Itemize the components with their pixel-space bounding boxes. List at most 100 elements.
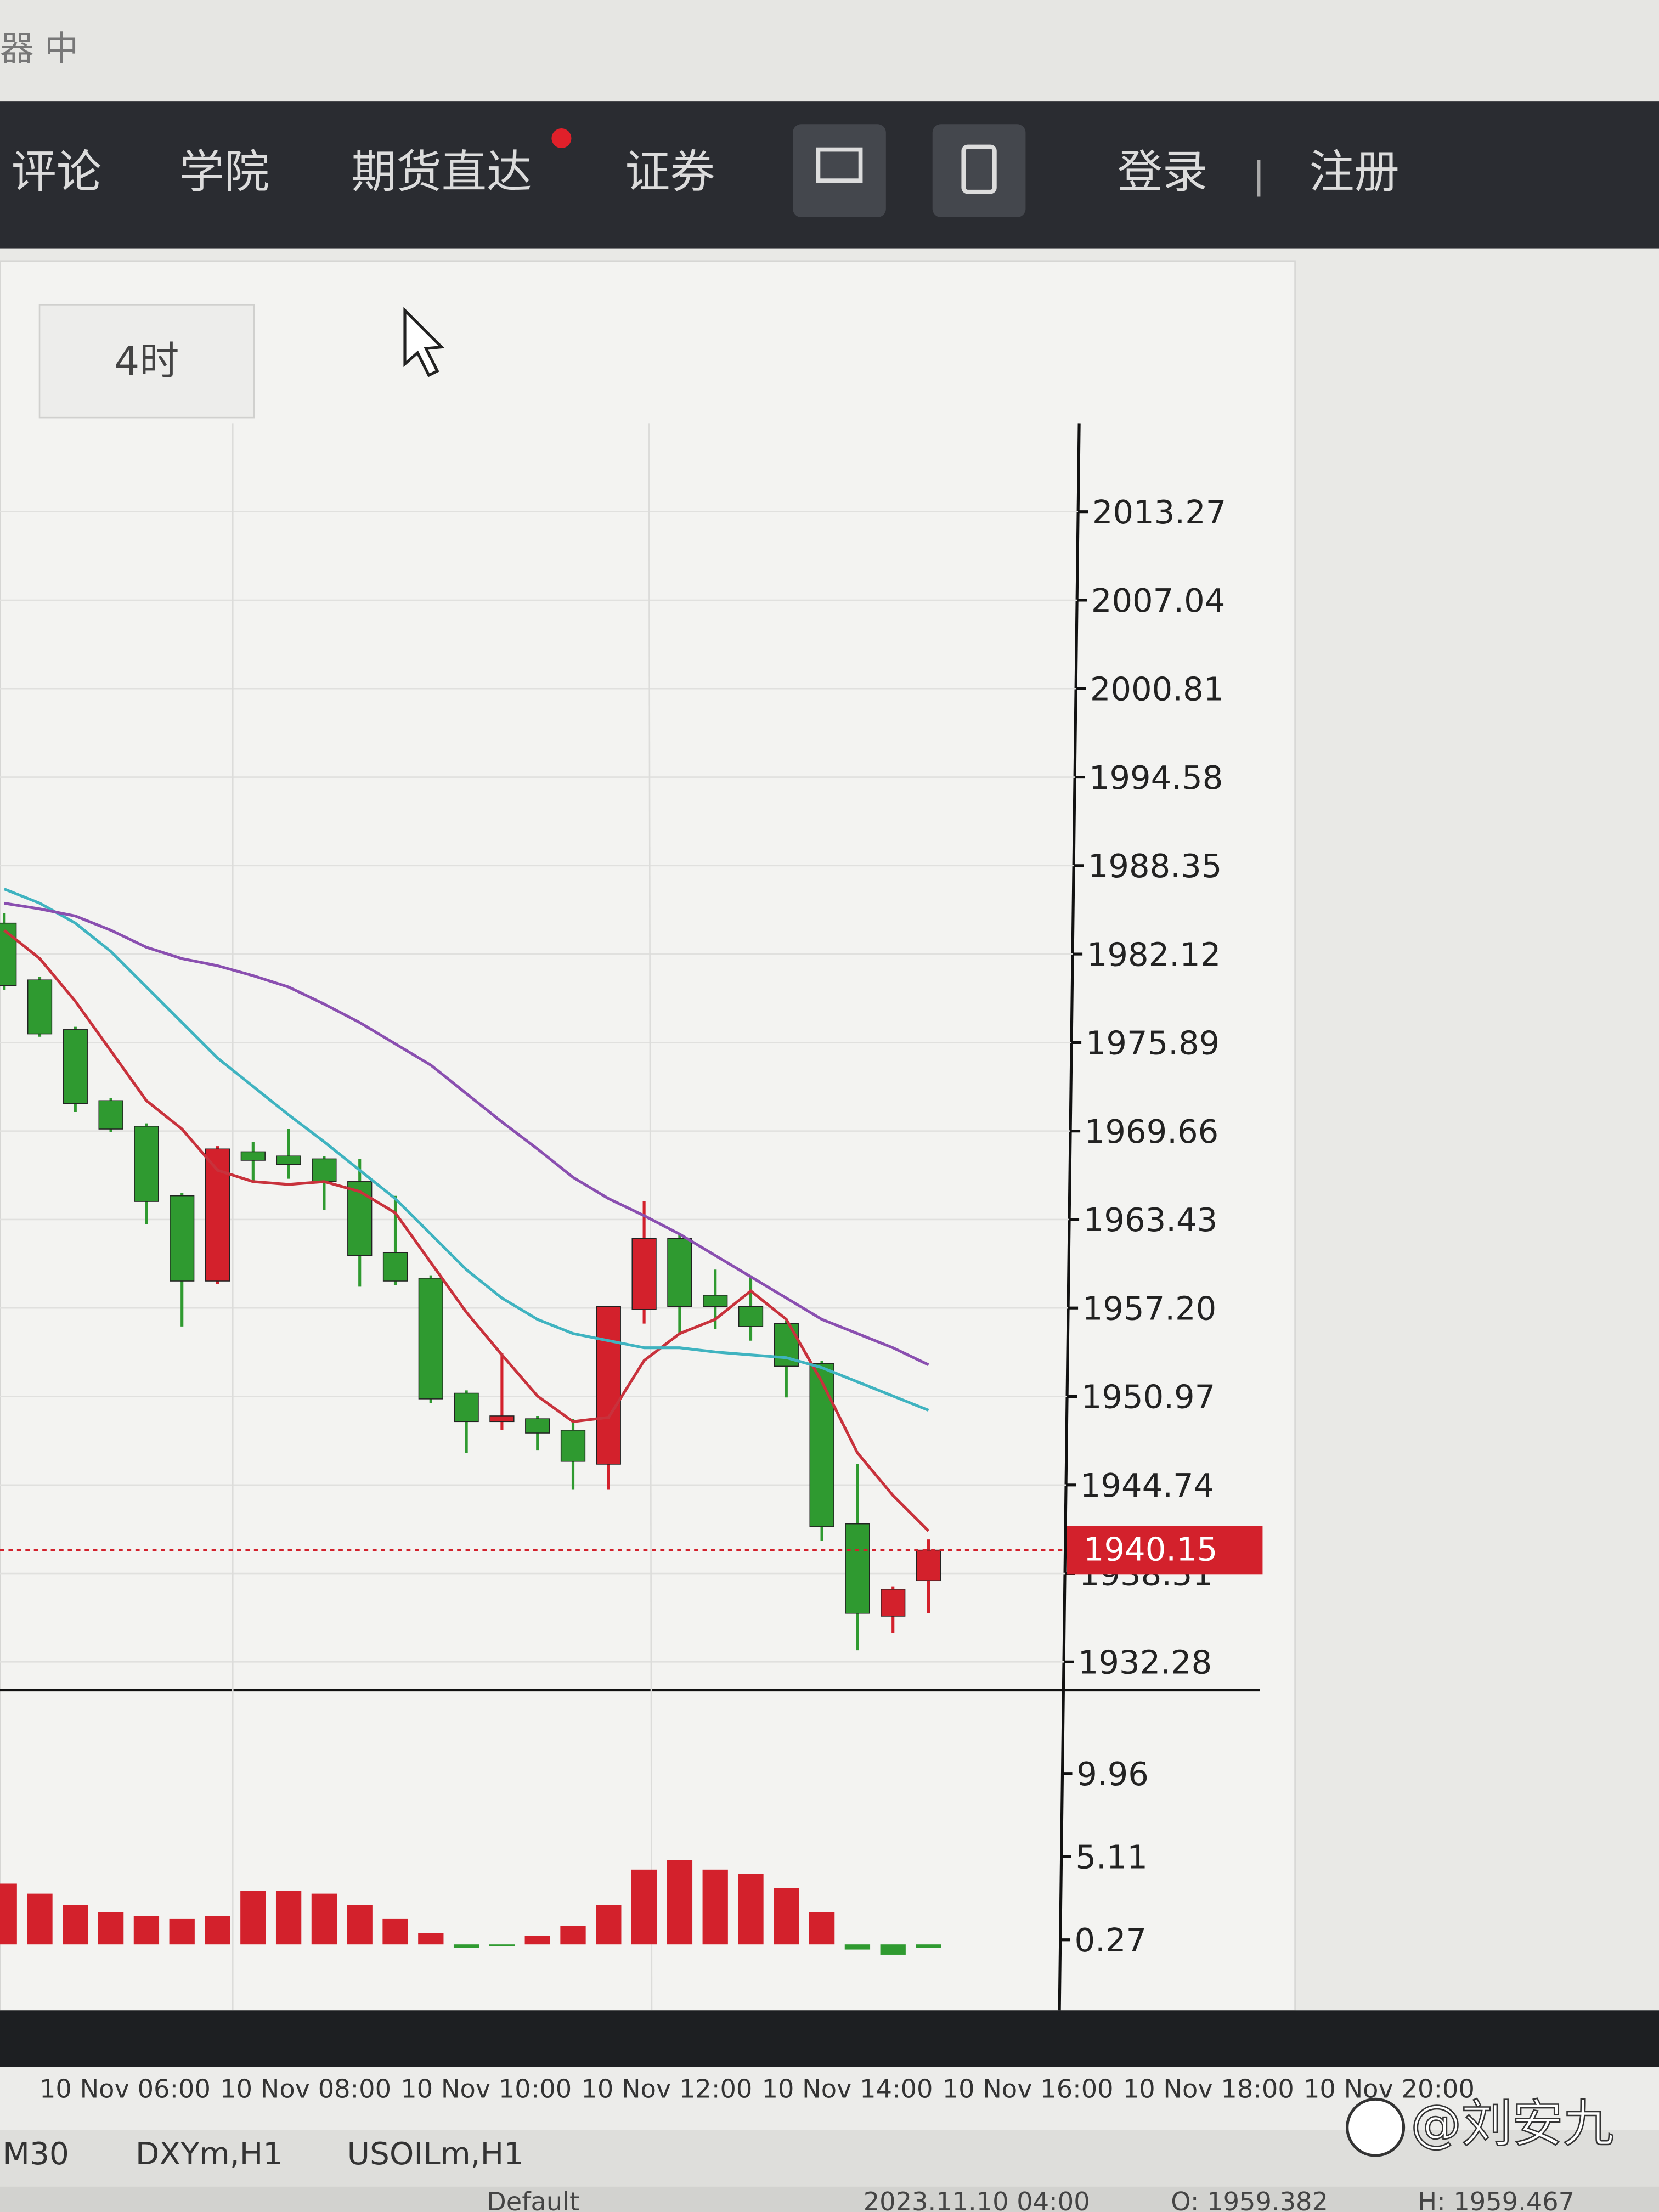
macd-bar bbox=[702, 1869, 728, 1945]
macd-bar bbox=[880, 1944, 906, 1955]
y-tick-label: 1932.28 bbox=[1078, 1644, 1212, 1681]
macd-bar bbox=[27, 1893, 53, 1945]
candle-body bbox=[312, 1158, 337, 1182]
badge bbox=[551, 128, 572, 148]
candle-body bbox=[738, 1306, 764, 1327]
macd-bar bbox=[418, 1933, 444, 1945]
macd-bar bbox=[738, 1874, 764, 1945]
timeline-strip bbox=[0, 2010, 1659, 2067]
candle-body bbox=[134, 1126, 159, 1202]
x-tick-label: 10 Nov 20:00 bbox=[1304, 2074, 1475, 2103]
macd-bar bbox=[667, 1860, 693, 1945]
macd-bar bbox=[560, 1926, 586, 1945]
candle-body bbox=[276, 1155, 301, 1165]
y-tick-label: 2000.81 bbox=[1090, 670, 1224, 708]
status-bar bbox=[0, 2186, 1659, 2212]
y-tick-label: 1988.35 bbox=[1088, 847, 1222, 885]
candle-body bbox=[809, 1363, 834, 1527]
candle-body bbox=[703, 1295, 728, 1307]
y-tick-label: 2007.04 bbox=[1091, 582, 1226, 619]
candle-body bbox=[63, 1029, 88, 1104]
macd-bar bbox=[169, 1918, 195, 1945]
window-bar bbox=[0, 0, 1659, 102]
tab[interactable] bbox=[38, 304, 255, 419]
x-tick-label: 10 Nov 06:00 bbox=[40, 2074, 211, 2103]
candle-body bbox=[347, 1181, 373, 1256]
login[interactable]: 登录 bbox=[1118, 146, 1208, 198]
y-tick-label: 1969.66 bbox=[1085, 1113, 1218, 1150]
macd-bar bbox=[774, 1888, 799, 1945]
nav-link[interactable]: 学院 bbox=[179, 146, 270, 198]
candle-body bbox=[881, 1589, 906, 1617]
cursor bbox=[403, 307, 445, 377]
y-tick-label: 1963.43 bbox=[1084, 1201, 1217, 1239]
y-tick-label: 1957.20 bbox=[1082, 1289, 1217, 1327]
macd-bar bbox=[524, 1936, 550, 1945]
macd-bar bbox=[489, 1944, 515, 1946]
moving-average bbox=[3, 888, 929, 1412]
candle-body bbox=[489, 1415, 515, 1423]
bottom-tab[interactable]: DXYm,H1 bbox=[136, 2136, 283, 2172]
macd-bar bbox=[311, 1893, 337, 1945]
watermark: @刘安九 bbox=[1410, 2094, 1613, 2153]
desktop-button[interactable] bbox=[793, 124, 886, 217]
nav-link[interactable]: 评论 bbox=[12, 146, 102, 198]
x-tick-label: 10 Nov 18:00 bbox=[1123, 2074, 1294, 2103]
macd-bar bbox=[844, 1944, 871, 1950]
mobile-icon bbox=[961, 144, 997, 194]
candle-body bbox=[240, 1151, 266, 1161]
status-profile: Default bbox=[487, 2187, 579, 2212]
window-title: 器 中 bbox=[0, 29, 78, 69]
candle-body bbox=[98, 1100, 123, 1130]
status-high: H: 1959.467 bbox=[1418, 2187, 1575, 2212]
moving-average bbox=[4, 901, 929, 1367]
mobile-button[interactable] bbox=[932, 124, 1026, 217]
candle-body bbox=[667, 1238, 692, 1307]
watermark-logo bbox=[1346, 2097, 1406, 2157]
separator: | bbox=[1252, 154, 1265, 197]
candle-body bbox=[418, 1278, 443, 1400]
macd-bar bbox=[596, 1905, 622, 1945]
y-tick-label: 1950.97 bbox=[1081, 1378, 1215, 1416]
macd-bar bbox=[275, 1891, 302, 1945]
candle-body bbox=[170, 1195, 195, 1282]
price-tag-label: 1940.15 bbox=[1084, 1530, 1218, 1568]
y-tick-label: 2013.27 bbox=[1092, 493, 1227, 531]
bottom-tab[interactable]: USOILm,H1 bbox=[347, 2136, 524, 2172]
y-tick-label: 1982.12 bbox=[1087, 935, 1221, 973]
x-tick-label: 10 Nov 14:00 bbox=[762, 2074, 933, 2103]
x-tick-label: 10 Nov 10:00 bbox=[400, 2074, 572, 2103]
candle-body bbox=[845, 1523, 870, 1614]
candle-body bbox=[525, 1418, 550, 1434]
y-tick-label: 1975.89 bbox=[1086, 1024, 1220, 1062]
y-tick-label: 0.27 bbox=[1074, 1921, 1147, 1959]
candle-body bbox=[596, 1306, 621, 1465]
y-tick-label: 1944.74 bbox=[1080, 1466, 1214, 1504]
price-tag bbox=[1066, 1526, 1263, 1575]
nav-link[interactable]: 期货直达 bbox=[351, 146, 532, 198]
macd-bar bbox=[631, 1869, 657, 1945]
x-tick-label: 10 Nov 12:00 bbox=[581, 2074, 752, 2103]
nav-link[interactable]: 证券 bbox=[625, 146, 715, 198]
bottom-tab[interactable]: M30 bbox=[3, 2136, 69, 2172]
macd-bar bbox=[0, 1883, 17, 1945]
moving-average bbox=[3, 929, 930, 1532]
candle-body bbox=[631, 1238, 657, 1310]
status-open: O: 1959.382 bbox=[1171, 2187, 1328, 2212]
macd-bar bbox=[205, 1916, 230, 1945]
macd-bar bbox=[347, 1905, 373, 1945]
candle-body bbox=[454, 1392, 479, 1423]
macd-bar bbox=[453, 1944, 479, 1948]
macd-bar bbox=[382, 1918, 408, 1945]
status-time: 2023.11.10 04:00 bbox=[864, 2187, 1090, 2212]
candle-body bbox=[916, 1549, 941, 1582]
candle-body bbox=[382, 1252, 408, 1282]
tab-label: 4时 bbox=[115, 338, 179, 384]
macd-bar bbox=[133, 1916, 160, 1945]
candle-body bbox=[560, 1430, 586, 1462]
register[interactable]: 注册 bbox=[1309, 146, 1400, 198]
candle-body bbox=[27, 979, 53, 1035]
x-tick-label: 10 Nov 08:00 bbox=[220, 2074, 391, 2103]
